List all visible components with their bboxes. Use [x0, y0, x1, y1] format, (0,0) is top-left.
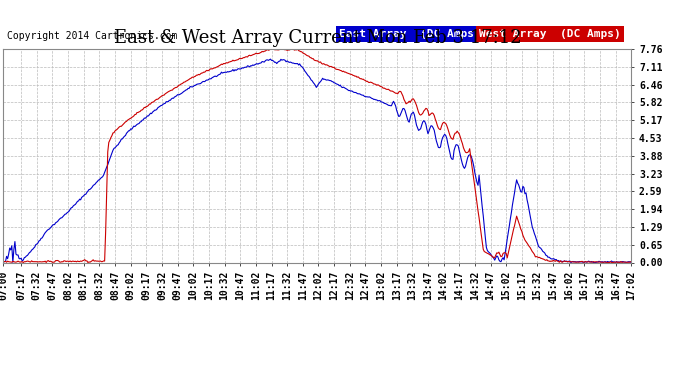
- Text: West Array  (DC Amps): West Array (DC Amps): [480, 29, 621, 39]
- Text: Copyright 2014 Cartronics.com: Copyright 2014 Cartronics.com: [7, 32, 177, 41]
- Text: East Array  (DC Amps): East Array (DC Amps): [339, 29, 481, 39]
- Title: East & West Array Current Mon Feb 3 17:12: East & West Array Current Mon Feb 3 17:1…: [114, 29, 521, 47]
